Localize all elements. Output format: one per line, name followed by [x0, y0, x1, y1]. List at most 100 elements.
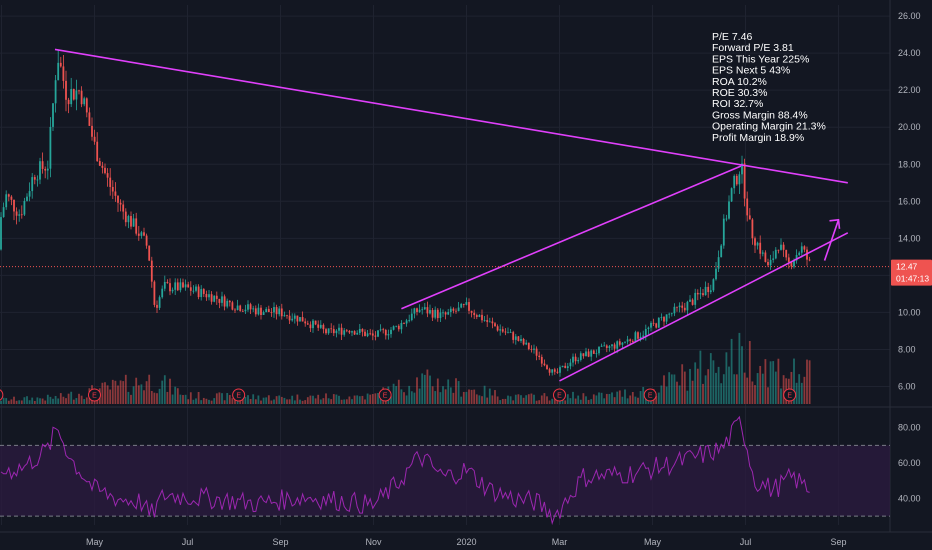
candle-body — [104, 167, 106, 174]
candle-body — [174, 282, 177, 290]
volume-bar — [293, 400, 296, 404]
candle-body — [265, 308, 268, 313]
volume-bar — [252, 394, 255, 404]
candle-body — [202, 289, 205, 294]
price-axis-label: 10.00 — [898, 307, 921, 317]
volume-bar — [548, 400, 551, 404]
volume-bar — [452, 392, 455, 404]
rsi-axis[interactable]: 40.00 60.00 80.00 — [898, 423, 921, 504]
volume-bar — [369, 394, 372, 404]
candle-body — [691, 299, 694, 305]
volume-bar — [462, 391, 465, 404]
earnings-marker — [0, 389, 4, 401]
volume-bar — [106, 385, 109, 404]
candle-body — [239, 305, 242, 311]
candle-body — [46, 168, 49, 171]
volume-bar — [780, 388, 782, 404]
candle-body — [416, 308, 418, 312]
volume-bar — [507, 395, 509, 404]
candle-body — [382, 329, 385, 331]
volume-bar — [416, 377, 418, 404]
candle-body — [75, 90, 78, 100]
candle-body — [163, 281, 166, 289]
volume-bar — [166, 391, 169, 404]
price-candles — [0, 49, 811, 377]
candle-body — [452, 308, 455, 311]
last-price-tag: 12.47 01:47:13 — [891, 259, 932, 286]
volume-bar — [182, 395, 184, 404]
volume-bar — [585, 396, 587, 404]
volume-bar — [241, 397, 244, 404]
volume-bar — [127, 391, 130, 404]
candle-body — [377, 330, 379, 337]
volume-bar — [423, 374, 426, 404]
volume-bar — [514, 394, 517, 404]
volume-bar — [790, 371, 793, 404]
candle-body — [44, 168, 47, 171]
earnings-markers[interactable]: EEEEEEE — [0, 388, 797, 402]
candle-body — [254, 308, 257, 315]
candle-body — [735, 175, 738, 185]
candle-body — [447, 312, 450, 315]
volume-bar — [738, 332, 741, 404]
candle-body — [759, 242, 762, 254]
candle-body — [91, 125, 93, 137]
candle-body — [423, 307, 426, 310]
volume-bar — [286, 399, 288, 404]
candle-body — [314, 320, 317, 325]
candle-body — [299, 317, 301, 322]
trendline — [54, 48, 848, 184]
candle-body — [707, 286, 710, 293]
candle-body — [231, 302, 234, 310]
candle-body — [358, 328, 361, 333]
volume-bar — [356, 395, 359, 404]
candle-body — [31, 177, 34, 192]
volume-bar — [774, 371, 777, 404]
grid-lines — [0, 0, 932, 533]
volume-bar — [5, 398, 8, 404]
stat-line: ROE 30.3% — [712, 87, 767, 99]
candle-body — [182, 282, 184, 288]
volume-bar — [720, 383, 723, 404]
trendlines[interactable] — [0, 48, 890, 382]
volume-bar — [772, 361, 775, 404]
candle-body — [228, 300, 231, 303]
candle-body — [468, 302, 470, 311]
volume-bar — [46, 394, 49, 404]
candle-body — [444, 312, 447, 315]
volume-bar — [764, 359, 767, 404]
candle-body — [332, 329, 335, 334]
candle-body — [400, 322, 403, 330]
volume-bar — [0, 400, 2, 404]
candle-body — [678, 305, 681, 308]
time-axis[interactable]: May Jul Sep Nov 2020 Mar May Jul Sep — [86, 537, 847, 547]
volume-bar — [442, 386, 444, 404]
candle-body — [26, 196, 28, 201]
candle-body — [764, 252, 767, 262]
volume-bar — [23, 397, 26, 404]
volume-bar — [322, 398, 325, 404]
volume-bar — [184, 394, 187, 404]
candle-body — [626, 339, 629, 342]
candle-body — [634, 332, 637, 343]
volume-bar — [751, 381, 754, 404]
candle-body — [491, 321, 494, 324]
candle-body — [403, 322, 405, 324]
candle-body — [569, 362, 572, 367]
candle-body — [85, 98, 88, 113]
earnings-marker — [232, 388, 246, 402]
volume-bar — [803, 376, 806, 404]
candle-body — [2, 207, 5, 218]
volume-bar — [208, 399, 210, 404]
candle-body — [244, 309, 247, 312]
volume-bar — [309, 395, 312, 404]
volume-bar — [390, 396, 392, 404]
volume-bar — [405, 395, 408, 404]
candle-body — [49, 126, 52, 169]
candle-body — [665, 314, 668, 322]
candle-body — [351, 331, 353, 333]
volume-bar — [481, 396, 483, 404]
volume-bar — [522, 397, 525, 404]
volume-bar — [111, 379, 114, 404]
